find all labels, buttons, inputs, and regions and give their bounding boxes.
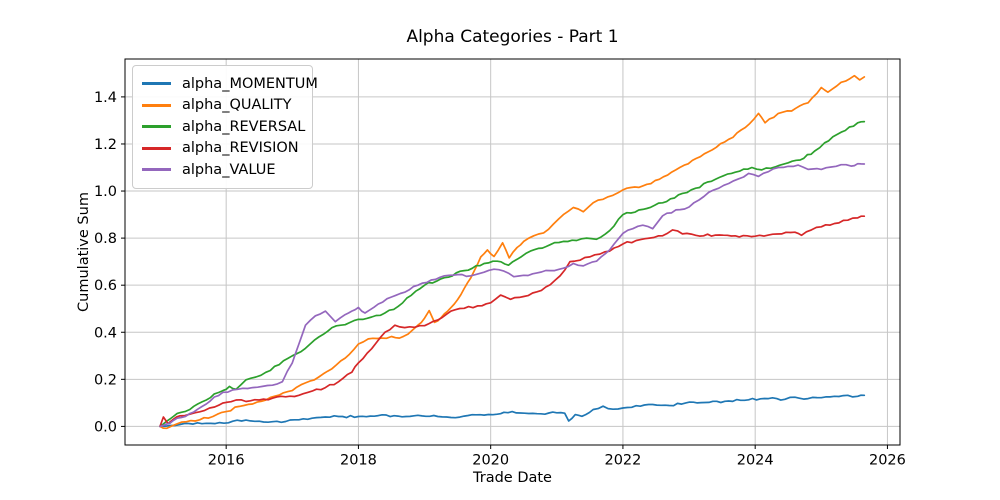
y-tick-label: 1.2 — [94, 137, 117, 153]
series-line-alpha_VALUE — [159, 162, 866, 428]
legend-line-swatch — [142, 125, 171, 129]
legend-line-swatch — [142, 168, 171, 172]
legend-item-alpha_REVERSAL: alpha_REVERSAL — [142, 116, 306, 138]
x-axis-label: Trade Date — [473, 470, 552, 486]
legend-label: alpha_QUALITY — [182, 97, 292, 114]
legend-label: alpha_REVISION — [182, 140, 299, 157]
x-tick-label: 2016 — [208, 453, 245, 469]
y-tick-label: 0.0 — [94, 419, 117, 435]
legend-item-alpha_QUALITY: alpha_QUALITY — [142, 95, 302, 117]
y-tick-label: 0.6 — [94, 278, 117, 294]
series-line-alpha_REVISION — [159, 215, 866, 428]
x-tick-label: 2020 — [472, 453, 509, 469]
y-tick-label: 0.4 — [94, 325, 117, 341]
legend-label: alpha_REVERSAL — [182, 118, 306, 135]
chart-title: Alpha Categories - Part 1 — [406, 27, 619, 47]
legend-line-swatch — [142, 82, 171, 86]
y-axis-label: Cumulative Sum — [76, 192, 92, 312]
x-tick-label: 2018 — [340, 453, 377, 469]
legend-label: alpha_MOMENTUM — [182, 75, 318, 92]
legend-item-alpha_REVISION: alpha_REVISION — [142, 138, 302, 160]
legend-line-swatch — [142, 103, 171, 107]
x-tick-label: 2022 — [604, 453, 641, 469]
series-line-alpha_QUALITY — [159, 74, 866, 430]
axes-spines — [124, 58, 901, 446]
y-tick-label: 1.0 — [94, 184, 117, 200]
legend-label: alpha_VALUE — [182, 161, 276, 178]
legend-item-alpha_MOMENTUM: alpha_MOMENTUM — [142, 73, 318, 95]
y-tick-label: 0.8 — [94, 231, 117, 247]
legend: alpha_MOMENTUM alpha_QUALITY alpha_REVERSA… — [132, 65, 318, 189]
legend-item-alpha_VALUE: alpha_VALUE — [142, 159, 302, 181]
series-line-alpha_REVERSAL — [159, 120, 866, 428]
x-tick-label: 2024 — [737, 453, 774, 469]
legend-line-swatch — [142, 146, 171, 150]
x-tick-label: 2026 — [869, 453, 906, 469]
y-tick-label: 0.2 — [94, 372, 117, 388]
series-line-alpha_MOMENTUM — [159, 394, 866, 428]
y-tick-label: 1.4 — [94, 90, 117, 106]
